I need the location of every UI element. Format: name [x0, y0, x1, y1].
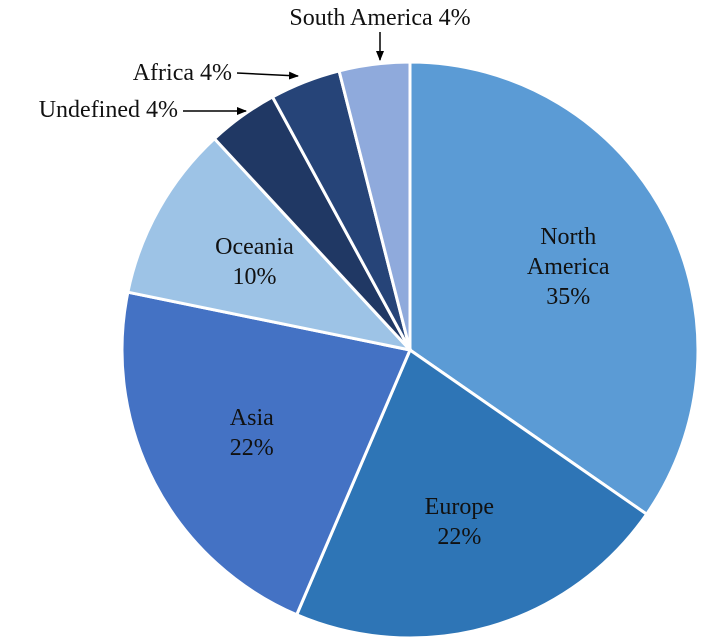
leader-arrow: [236, 71, 299, 80]
category-label: North America: [526, 224, 610, 281]
category-label: Asia: [229, 404, 274, 431]
slice-label: South America 4%: [289, 3, 470, 33]
category-label: Oceania: [215, 234, 294, 261]
pie-slice: [337, 60, 412, 351]
pie-slice: [126, 136, 415, 353]
value-label: 10%: [232, 264, 277, 291]
pie-slice: [294, 347, 649, 640]
value-label: 4%: [146, 97, 178, 123]
category-label: Undefined: [38, 97, 140, 123]
slice-label: Undefined 4%: [39, 95, 178, 125]
slice-label: Africa 4%: [133, 58, 232, 88]
pie-slice: [408, 60, 700, 517]
slice-label: North America 35%: [498, 222, 638, 312]
value-label: 4%: [200, 60, 232, 86]
value-label: 22%: [437, 523, 482, 550]
category-label: Europe: [424, 493, 494, 520]
slice-label: Oceania 10%: [184, 232, 324, 292]
value-label: 4%: [438, 5, 471, 31]
category-label: South America: [289, 5, 433, 31]
pie-slice: [120, 290, 413, 617]
value-label: 22%: [229, 434, 274, 461]
value-label: 35%: [546, 284, 591, 311]
slice-label: Asia 22%: [182, 403, 322, 463]
category-label: Africa: [132, 60, 194, 86]
slice-label: Europe 22%: [389, 492, 529, 552]
